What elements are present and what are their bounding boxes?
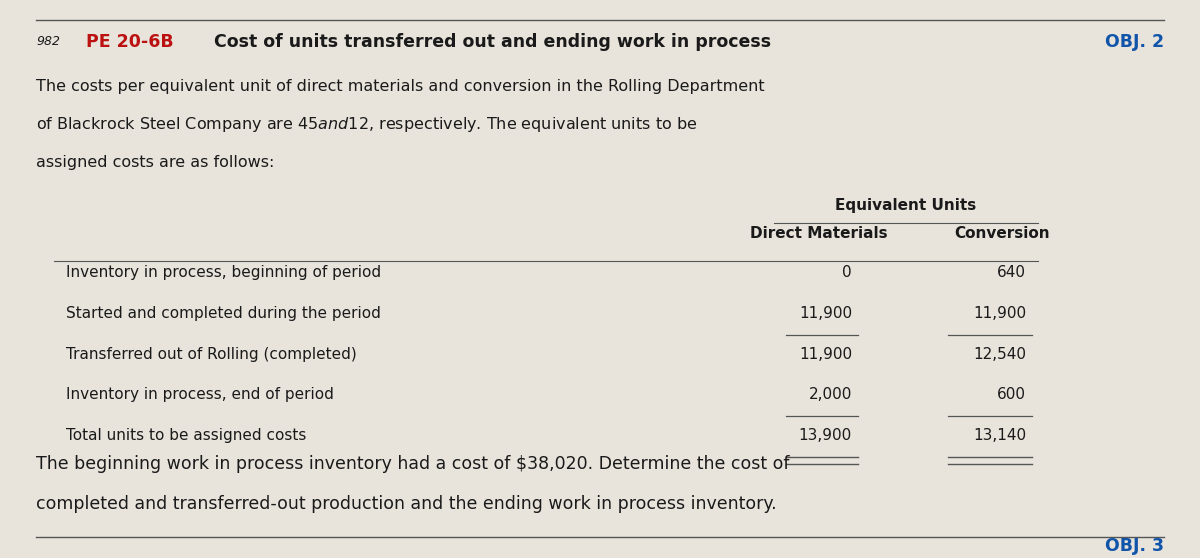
Text: 11,900: 11,900 xyxy=(973,306,1026,321)
Text: assigned costs are as follows:: assigned costs are as follows: xyxy=(36,155,275,170)
Text: of Blackrock Steel Company are $45 and $12, respectively. The equivalent units t: of Blackrock Steel Company are $45 and $… xyxy=(36,115,697,134)
Text: Direct Materials: Direct Materials xyxy=(750,226,888,241)
Text: Total units to be assigned costs: Total units to be assigned costs xyxy=(66,428,306,443)
Text: OBJ. 3: OBJ. 3 xyxy=(1105,537,1164,555)
Text: The costs per equivalent unit of direct materials and conversion in the Rolling : The costs per equivalent unit of direct … xyxy=(36,79,764,94)
Text: Conversion: Conversion xyxy=(954,226,1050,241)
Text: 600: 600 xyxy=(997,387,1026,402)
Text: 0: 0 xyxy=(842,265,852,280)
Text: PE 20-6B: PE 20-6B xyxy=(86,33,174,51)
Text: Equivalent Units: Equivalent Units xyxy=(835,198,977,213)
Text: 982: 982 xyxy=(36,35,60,49)
Text: 640: 640 xyxy=(997,265,1026,280)
Text: 13,140: 13,140 xyxy=(973,428,1026,443)
Text: Cost of units transferred out and ending work in process: Cost of units transferred out and ending… xyxy=(214,33,770,51)
Text: 11,900: 11,900 xyxy=(799,347,852,362)
Text: 12,540: 12,540 xyxy=(973,347,1026,362)
Text: OBJ. 2: OBJ. 2 xyxy=(1105,33,1164,51)
Text: completed and transferred-out production and the ending work in process inventor: completed and transferred-out production… xyxy=(36,496,776,513)
Text: Inventory in process, end of period: Inventory in process, end of period xyxy=(66,387,334,402)
Text: 2,000: 2,000 xyxy=(809,387,852,402)
Text: Inventory in process, beginning of period: Inventory in process, beginning of perio… xyxy=(66,265,382,280)
Text: Transferred out of Rolling (completed): Transferred out of Rolling (completed) xyxy=(66,347,356,362)
Text: 13,900: 13,900 xyxy=(799,428,852,443)
Text: 11,900: 11,900 xyxy=(799,306,852,321)
Text: The beginning work in process inventory had a cost of $38,020. Determine the cos: The beginning work in process inventory … xyxy=(36,455,790,473)
Text: Started and completed during the period: Started and completed during the period xyxy=(66,306,380,321)
